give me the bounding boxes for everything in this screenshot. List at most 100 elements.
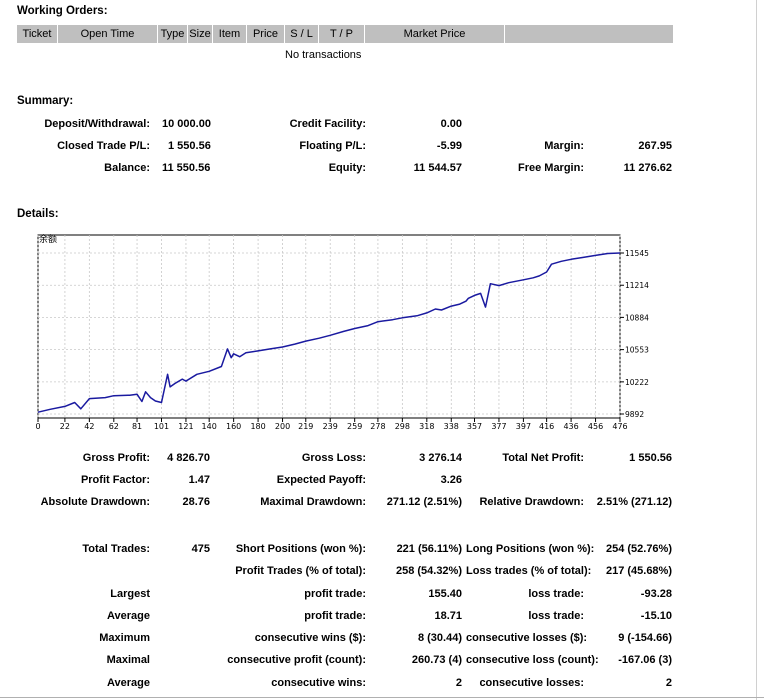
- details-label-c: consecutive losses:: [479, 677, 584, 689]
- details-value-a: 475: [191, 543, 210, 555]
- x-tick-label: 278: [370, 422, 385, 431]
- equity-value: 11 544.57: [413, 162, 462, 174]
- x-tick-label: 416: [539, 422, 554, 431]
- details-value-c: -167.06 (3): [618, 654, 672, 666]
- details-label-a: Largest: [110, 588, 150, 600]
- details-value-b: 3 276.14: [419, 452, 462, 464]
- no-transactions-text: No transactions: [285, 49, 362, 61]
- floating-pl-value: -5.99: [436, 140, 462, 152]
- details-label-c: consecutive loss (count):: [466, 654, 599, 666]
- credit-value: 0.00: [440, 118, 462, 130]
- margin-label: Margin:: [544, 140, 584, 152]
- details-value-c: 9 (-154.66): [618, 632, 672, 644]
- details-value-b: 221 (56.11%): [396, 543, 462, 555]
- x-tick-label: 357: [467, 422, 482, 431]
- details-label-c: Long Positions (won %):: [466, 543, 595, 555]
- details-label-c: consecutive losses ($):: [466, 632, 588, 644]
- details-label-b: consecutive wins:: [271, 677, 366, 689]
- x-tick-label: 22: [60, 422, 70, 431]
- details-label-b: profit trade:: [304, 588, 366, 600]
- details-label-a: Profit Factor:: [80, 474, 150, 486]
- x-tick-label: 456: [588, 422, 603, 431]
- col-sl: S / L: [285, 25, 319, 43]
- x-tick-label: 239: [323, 422, 338, 431]
- details-value-b: 258 (54.32%): [395, 565, 462, 577]
- floating-pl-label: Floating P/L:: [299, 140, 366, 152]
- details-label-c: loss trade:: [528, 610, 584, 622]
- col-open-time: Open Time: [58, 25, 158, 43]
- details-value-a: 1.47: [188, 474, 210, 486]
- details-value-c: 2: [665, 677, 672, 689]
- y-tick-label: 11214: [625, 281, 649, 290]
- details-value-b: 155.40: [428, 588, 462, 600]
- details-value-c: -93.28: [640, 588, 672, 600]
- details-label-b: Profit Trades (% of total):: [235, 565, 366, 577]
- col-item: Item: [213, 25, 247, 43]
- bottom-border: [0, 697, 764, 698]
- x-tick-label: 397: [516, 422, 531, 431]
- details-value-a: 28.76: [182, 496, 210, 508]
- balance-label: Balance:: [104, 162, 150, 174]
- details-label-c: Total Net Profit:: [502, 452, 584, 464]
- details-label-b: Short Positions (won %):: [235, 543, 366, 555]
- details-value-b: 271.12 (2.51%): [386, 496, 462, 508]
- closed-pl-label: Closed Trade P/L:: [57, 140, 150, 152]
- details-label-a: Total Trades:: [82, 543, 150, 555]
- details-label-b: profit trade:: [304, 610, 366, 622]
- details-label-b: Expected Payoff:: [276, 474, 366, 486]
- right-border: [756, 0, 757, 700]
- x-tick-label: 219: [298, 422, 313, 431]
- balance-series-line: [37, 252, 621, 413]
- details-label-a: Absolute Drawdown:: [40, 496, 150, 508]
- x-tick-label: 377: [491, 422, 506, 431]
- balance-value: 11 550.56: [162, 162, 211, 174]
- details-label-b: Maximal Drawdown:: [260, 496, 366, 508]
- x-tick-label: 338: [444, 422, 459, 431]
- x-tick-label: 259: [347, 422, 362, 431]
- x-tick-label: 42: [84, 422, 94, 431]
- x-tick-label: 0: [35, 422, 40, 431]
- x-tick-label: 140: [202, 422, 217, 431]
- y-tick-label: 10884: [625, 313, 649, 322]
- x-tick-label: 200: [275, 422, 290, 431]
- summary-heading: Summary:: [17, 95, 74, 107]
- y-tick-label: 9892: [625, 410, 644, 419]
- x-tick-label: 81: [132, 422, 142, 431]
- balance-chart: 0 22 42 62 81 101 121 140 160 180 200 219 239 259 278 2…: [35, 233, 649, 431]
- free-margin-label: Free Margin:: [517, 162, 584, 174]
- details-value-b: 2: [455, 677, 462, 689]
- details-value-a: 4 826.70: [167, 452, 210, 464]
- details-heading: Details:: [17, 208, 59, 220]
- details-value-c: 254 (52.76%): [605, 543, 672, 555]
- details-label-c: loss trade:: [528, 588, 584, 600]
- col-tp: T / P: [319, 25, 365, 43]
- equity-label: Equity:: [328, 162, 366, 174]
- details-label-b: Gross Loss:: [301, 452, 366, 464]
- details-label-b: consecutive profit (count):: [227, 654, 366, 666]
- x-tick-label: 121: [178, 422, 193, 431]
- details-value-b: 8 (30.44): [417, 632, 462, 644]
- free-margin-value: 11 276.62: [623, 162, 672, 174]
- working-orders-heading: Working Orders:: [17, 5, 108, 17]
- credit-label: Credit Facility:: [289, 118, 366, 130]
- x-tick-label: 160: [226, 422, 241, 431]
- details-label-a: Maximum: [99, 632, 150, 644]
- details-label-c: Relative Drawdown:: [479, 496, 584, 508]
- x-tick-label: 298: [395, 422, 410, 431]
- col-type: Type: [158, 25, 188, 43]
- col-size: Size: [188, 25, 213, 43]
- details-label-a: Average: [106, 677, 150, 689]
- y-tick-label: 11545: [625, 249, 649, 258]
- details-label-a: Gross Profit:: [82, 452, 150, 464]
- x-tick-label: 436: [563, 422, 578, 431]
- details-label-c: Loss trades (% of total):: [466, 565, 592, 577]
- y-tick-label: 10222: [625, 378, 649, 387]
- details-value-c: 1 550.56: [629, 452, 672, 464]
- details-label-a: Maximal: [106, 654, 150, 666]
- closed-pl-value: 1 550.56: [168, 140, 211, 152]
- working-orders-header: Ticket Open Time Type Size Item Price S …: [17, 25, 673, 43]
- margin-value: 267.95: [638, 140, 672, 152]
- details-value-b: 18.71: [434, 610, 462, 622]
- details-label-a: Average: [106, 610, 150, 622]
- details-value-b: 260.73 (4): [411, 654, 462, 666]
